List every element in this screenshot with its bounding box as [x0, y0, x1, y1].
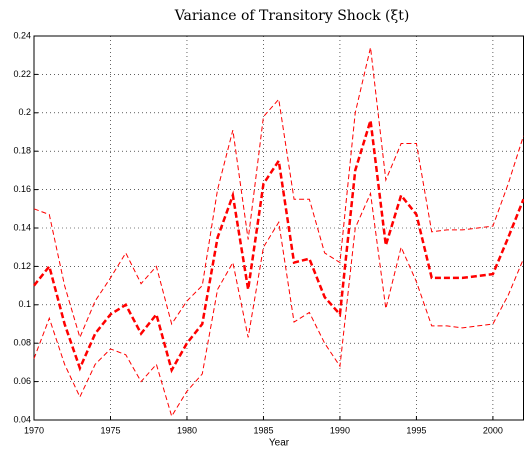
y-tick-label: 0.04: [13, 414, 31, 424]
series-line: [33, 191, 524, 418]
x-tick-label: 1990: [330, 425, 350, 435]
y-tick-label: 0.18: [13, 146, 31, 156]
x-tick-label: 1975: [100, 425, 120, 435]
y-tick-label: 0.16: [13, 184, 31, 194]
y-tick-label: 0.12: [13, 261, 31, 271]
x-axis-label: Year: [269, 438, 290, 449]
y-tick-label: 0.06: [13, 376, 31, 386]
series-line: [33, 47, 524, 339]
series-line: [33, 120, 524, 374]
x-tick-label: 1970: [24, 425, 44, 435]
x-tick-label: 1995: [406, 425, 426, 435]
y-tick-label: 0.22: [13, 69, 31, 79]
x-tick-label: 1980: [177, 425, 197, 435]
y-tick-label: 0.08: [13, 338, 31, 348]
y-tick-label: 0.1: [18, 299, 31, 309]
y-tick-label: 0.24: [13, 30, 31, 40]
x-tick-label: 2000: [483, 425, 503, 435]
y-tick-label: 0.14: [13, 222, 31, 232]
chart-title: Variance of Transitory Shock (ξt): [174, 8, 410, 24]
y-tick-label: 0.2: [18, 107, 31, 117]
x-tick-label: 1985: [253, 425, 273, 435]
